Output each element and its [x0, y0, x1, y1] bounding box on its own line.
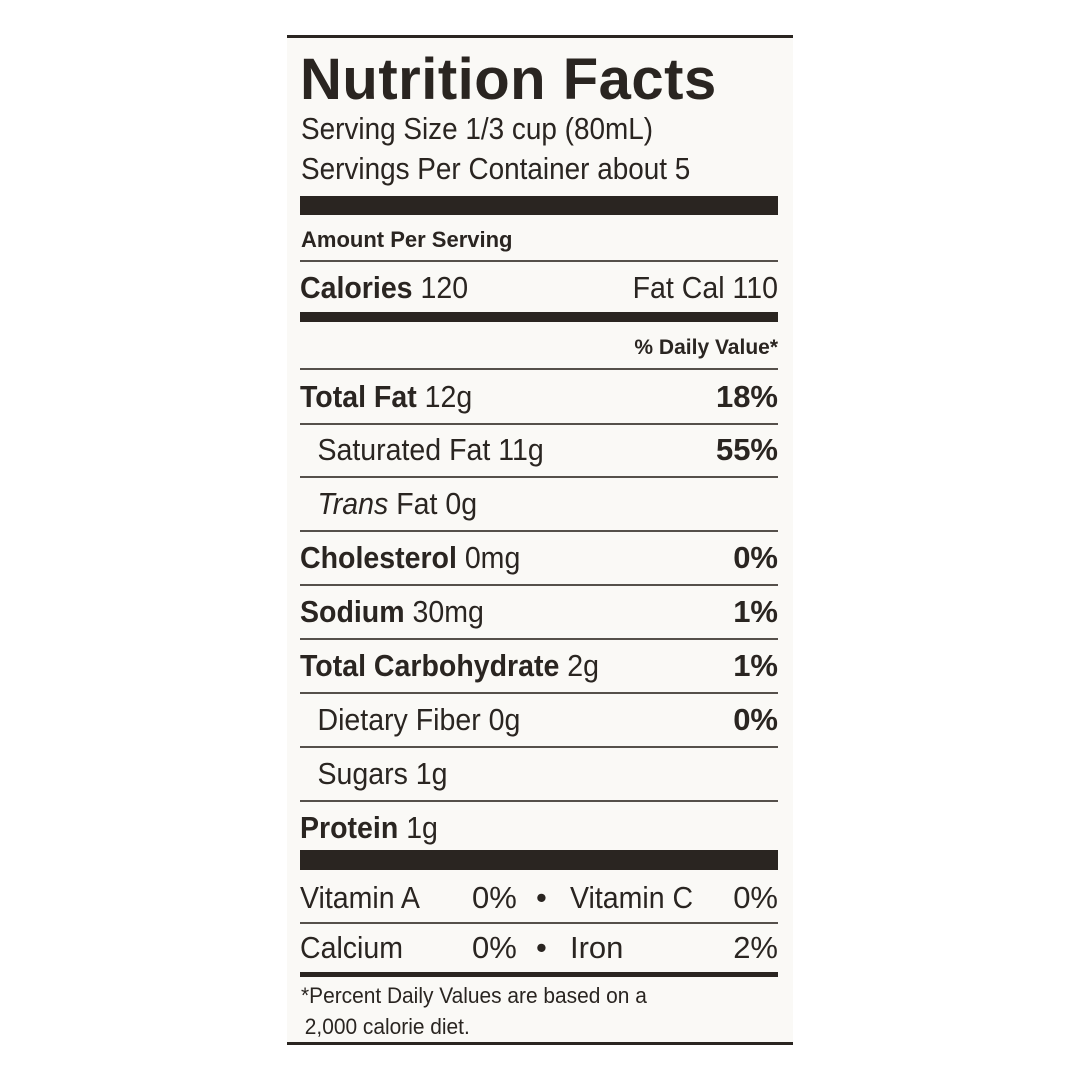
- serving-size: Serving Size 1/3 cup (80mL): [301, 111, 654, 146]
- nutrient-label: Dietary Fiber: [317, 701, 481, 737]
- vitamin-value: 0%: [472, 880, 517, 915]
- nutrient-label: Sodium: [300, 593, 405, 629]
- nutrient-label: Sugars: [317, 755, 408, 791]
- nutrient-row-dietary-fiber: Dietary Fiber 0g 0%: [300, 693, 778, 748]
- vitamin-value: 0%: [733, 880, 778, 915]
- mineral-value: 0%: [472, 930, 517, 965]
- nutrient-dv: 0%: [733, 701, 778, 737]
- footnote-line: 2,000 calorie diet.: [304, 1014, 470, 1039]
- nutrient-dv: 55%: [715, 431, 778, 467]
- nutrient-row-total-carbohydrate: Total Carbohydrate 2g 1%: [300, 639, 778, 694]
- calories-value: 120: [420, 270, 469, 305]
- vitamin-label: Vitamin A: [300, 880, 420, 915]
- footnote: *Percent Daily Values are based on a 2,0…: [301, 980, 647, 1042]
- bullet-separator: •: [536, 930, 547, 965]
- daily-value-header: % Daily Value*: [634, 336, 778, 359]
- nutrient-row-sugars: Sugars 1g: [300, 747, 778, 802]
- nutrient-amount: 30mg: [412, 593, 484, 629]
- mineral-row: Calcium 0% • Iron 2%: [300, 922, 778, 977]
- nutrient-amount: Fat 0g: [396, 485, 478, 521]
- thick-divider: [300, 850, 778, 870]
- nutrient-dv: 18%: [715, 378, 778, 414]
- fat-calories: Fat Cal 110: [632, 270, 778, 305]
- nutrient-row-trans-fat: Trans Fat 0g: [300, 477, 778, 532]
- nutrient-dv: 1%: [733, 593, 778, 629]
- nutrient-label: Saturated Fat: [317, 431, 491, 467]
- mineral-label: Calcium: [300, 930, 404, 965]
- vitamin-label: Vitamin C: [570, 880, 694, 915]
- nutrient-amount: 0mg: [464, 539, 521, 575]
- nutrient-row-cholesterol: Cholesterol 0mg 0%: [300, 531, 778, 586]
- nutrient-label: Total Carbohydrate: [300, 647, 560, 683]
- thick-divider: [300, 196, 778, 215]
- nutrient-row-protein: Protein 1g: [300, 801, 778, 854]
- label-title: Nutrition Facts: [300, 47, 717, 112]
- nutrient-amount: 1g: [406, 809, 438, 845]
- nutrient-label: Total Fat: [300, 378, 417, 414]
- mineral-label: Iron: [570, 930, 624, 965]
- footnote-line: *Percent Daily Values are based on a: [301, 983, 647, 1008]
- nutrient-label: Cholesterol: [300, 539, 457, 575]
- nutrient-amount: 2g: [567, 647, 600, 683]
- vitamin-row: Vitamin A 0% • Vitamin C 0%: [300, 872, 778, 924]
- nutrient-amount: 0g: [488, 701, 521, 737]
- bullet-separator: •: [536, 880, 547, 915]
- nutrient-amount: 1g: [415, 755, 448, 791]
- nutrient-row-total-fat: Total Fat 12g 18%: [300, 368, 778, 425]
- nutrition-facts-label: Nutrition Facts Serving Size 1/3 cup (80…: [287, 35, 793, 1045]
- nutrient-label: Protein: [300, 809, 399, 845]
- divider: [300, 260, 778, 262]
- nutrient-amount: 12g: [424, 378, 473, 414]
- servings-per-container: Servings Per Container about 5: [301, 151, 691, 186]
- nutrient-row-saturated-fat: Saturated Fat 11g 55%: [300, 423, 778, 478]
- nutrient-row-sodium: Sodium 30mg 1%: [300, 585, 778, 640]
- nutrient-amount: 11g: [498, 431, 544, 467]
- nutrient-dv: 1%: [733, 647, 778, 683]
- nutrient-dv: 0%: [733, 539, 778, 575]
- calories-row: Calories 120 Fat Cal 110: [300, 264, 778, 312]
- medium-divider: [300, 312, 778, 322]
- nutrient-label: Trans: [317, 485, 389, 521]
- calories-label: Calories: [300, 270, 413, 305]
- mineral-value: 2%: [733, 930, 778, 965]
- amount-per-serving: Amount Per Serving: [301, 227, 513, 252]
